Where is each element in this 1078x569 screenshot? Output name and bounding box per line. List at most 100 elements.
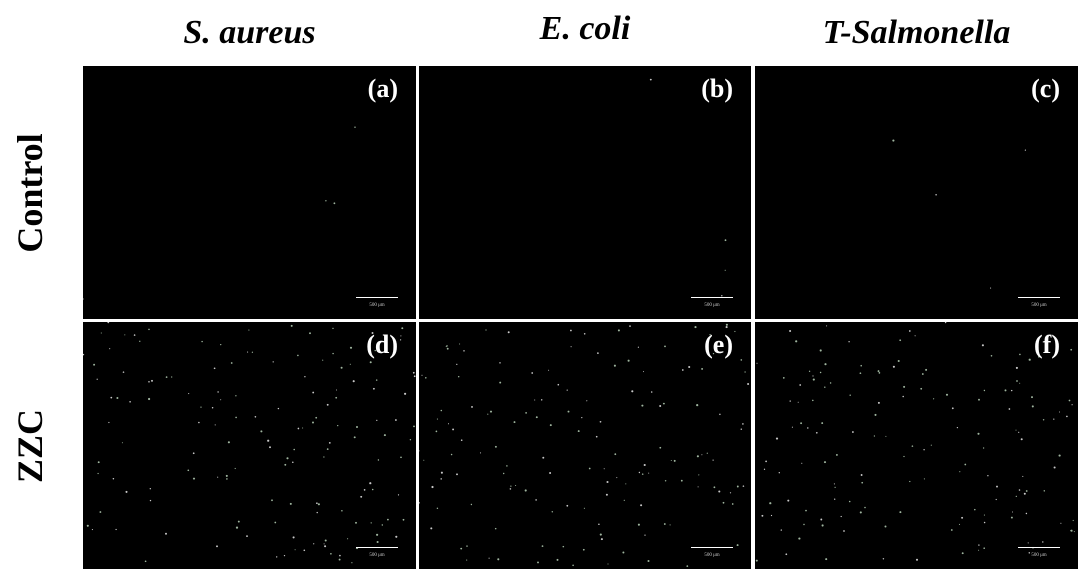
spot	[820, 349, 822, 351]
spot	[323, 456, 324, 457]
microscopy-panel: (b)500 μm	[419, 66, 751, 319]
scale-bar-label: 500 μm	[356, 553, 398, 558]
spot	[713, 486, 715, 488]
spot	[642, 473, 644, 475]
spot	[1043, 419, 1044, 420]
spot	[1074, 531, 1075, 532]
spot	[996, 486, 998, 488]
spot	[487, 414, 488, 415]
spot	[638, 524, 640, 526]
spot	[278, 408, 279, 409]
spot	[236, 527, 238, 529]
spot	[1070, 530, 1071, 531]
spot	[150, 500, 151, 501]
spot	[255, 416, 257, 418]
spot	[1019, 354, 1021, 356]
spot	[534, 399, 535, 400]
spot	[935, 194, 937, 196]
spot	[536, 416, 538, 418]
spot	[570, 330, 572, 332]
spot	[601, 538, 603, 540]
spot	[628, 360, 630, 362]
fluorescence-spots	[755, 322, 1078, 569]
row-title: ZZC	[9, 408, 51, 482]
spot	[466, 545, 467, 546]
spot	[698, 486, 699, 487]
spot	[541, 399, 542, 400]
spot	[400, 335, 401, 336]
spot	[335, 397, 337, 399]
spot	[713, 460, 714, 461]
spot	[785, 553, 787, 555]
spot	[309, 332, 311, 334]
spot	[110, 397, 112, 399]
spot	[330, 553, 332, 555]
spot	[148, 329, 150, 331]
spot	[350, 364, 351, 365]
spot	[671, 460, 672, 461]
spot	[639, 472, 640, 473]
spot	[463, 350, 464, 351]
spot	[506, 465, 508, 467]
spot	[807, 427, 808, 428]
spot	[525, 412, 527, 414]
spot	[284, 555, 285, 556]
spot	[681, 480, 683, 482]
spot	[769, 502, 771, 504]
spot	[902, 396, 904, 398]
spot	[841, 516, 842, 517]
spot	[1054, 466, 1056, 468]
spot	[413, 426, 415, 428]
spot	[604, 468, 605, 469]
spot	[725, 239, 727, 241]
spot	[648, 473, 649, 474]
spot	[961, 517, 963, 519]
spot	[878, 370, 880, 372]
spot	[188, 393, 189, 394]
spot	[228, 441, 230, 443]
spot	[466, 560, 467, 561]
spot	[440, 478, 442, 480]
spot	[252, 352, 253, 353]
spot	[701, 368, 703, 370]
spot	[743, 485, 745, 487]
spot	[248, 330, 249, 331]
spot	[456, 473, 458, 475]
spot	[822, 524, 824, 526]
spot	[291, 325, 293, 327]
spot	[235, 417, 237, 419]
spot	[776, 438, 778, 440]
spot	[441, 410, 443, 412]
spot	[824, 363, 826, 365]
spot	[860, 511, 862, 513]
spot	[226, 478, 228, 480]
spot	[377, 541, 379, 543]
spot	[798, 402, 799, 403]
spot	[293, 449, 295, 451]
spot	[982, 344, 984, 346]
spot	[809, 371, 810, 372]
spot	[742, 423, 744, 425]
spot	[231, 362, 233, 364]
spot	[861, 474, 863, 476]
spot	[212, 407, 213, 408]
spot	[302, 427, 303, 428]
spot	[419, 450, 420, 451]
spot	[419, 502, 420, 503]
spot	[97, 379, 98, 380]
spot	[341, 510, 343, 512]
spot	[461, 439, 463, 441]
spot	[193, 452, 195, 454]
spot	[835, 487, 836, 488]
spot	[730, 492, 731, 493]
spot	[1015, 430, 1016, 431]
spot	[616, 477, 617, 478]
spot	[946, 394, 948, 396]
spot	[83, 354, 84, 355]
spot	[247, 352, 248, 353]
spot	[984, 522, 986, 524]
spot	[834, 483, 835, 484]
spot	[825, 558, 827, 560]
spot	[990, 288, 991, 289]
spot	[322, 360, 323, 361]
